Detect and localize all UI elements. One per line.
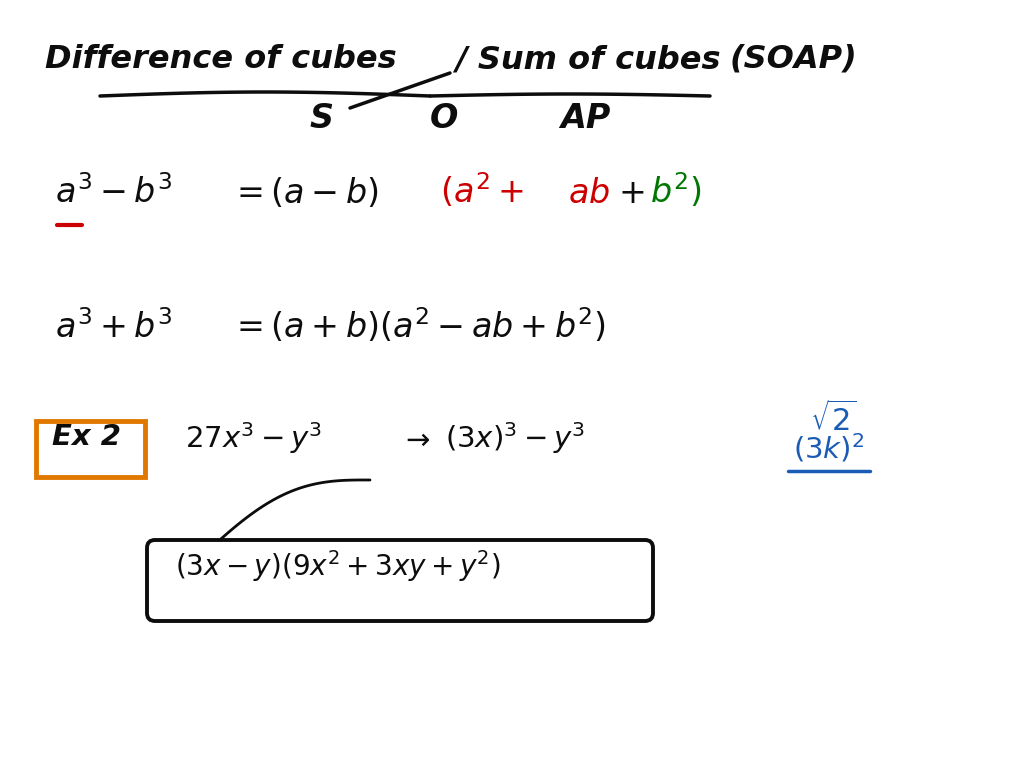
Text: $+$: $+$ xyxy=(618,177,644,210)
Text: AP: AP xyxy=(560,102,610,135)
Text: O: O xyxy=(430,102,459,135)
FancyBboxPatch shape xyxy=(36,421,145,477)
Text: $a^3 + b^3$: $a^3 + b^3$ xyxy=(55,310,172,345)
Text: $\sqrt{2}$: $\sqrt{2}$ xyxy=(810,401,856,437)
FancyBboxPatch shape xyxy=(147,540,653,621)
Text: Difference of cubes: Difference of cubes xyxy=(45,44,396,75)
Text: $(3x)^3 - y^3$: $(3x)^3 - y^3$ xyxy=(445,420,585,456)
Text: $(3k)^2$: $(3k)^2$ xyxy=(793,432,864,465)
Text: $b^2)$: $b^2)$ xyxy=(650,171,701,210)
Text: S: S xyxy=(310,102,334,135)
Text: $a^3 - b^3$: $a^3 - b^3$ xyxy=(55,175,172,210)
Text: $ab$: $ab$ xyxy=(568,177,610,210)
Text: $(a^2+$: $(a^2+$ xyxy=(440,171,523,210)
Text: $= (a - b)$: $= (a - b)$ xyxy=(230,176,379,210)
Text: $(3x - y)(9x^2 + 3xy + y^2)$: $(3x - y)(9x^2 + 3xy + y^2)$ xyxy=(175,548,501,584)
Text: $27x^3 - y^3$: $27x^3 - y^3$ xyxy=(185,420,322,456)
Text: Ex 2: Ex 2 xyxy=(52,423,121,451)
Text: $\rightarrow$: $\rightarrow$ xyxy=(400,426,431,454)
Text: (SOAP): (SOAP) xyxy=(730,44,858,75)
Text: $= (a + b)(a^2 - ab + b^2)$: $= (a + b)(a^2 - ab + b^2)$ xyxy=(230,306,606,345)
Text: / Sum of cubes: / Sum of cubes xyxy=(455,44,721,75)
